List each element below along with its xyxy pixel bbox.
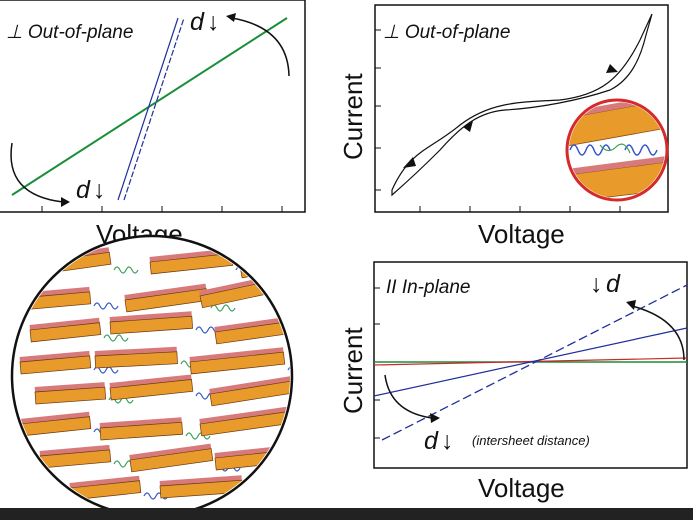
green-line xyxy=(11,17,288,196)
panel-top-right-ticks xyxy=(375,29,621,212)
curved-arrow-top xyxy=(231,17,290,77)
loop-arrow-3 xyxy=(606,64,618,73)
down-arrow-top: ↓ xyxy=(590,270,603,298)
morphology-circle xyxy=(10,234,294,518)
blue-line-1 xyxy=(117,17,179,201)
y-axis-label: Current xyxy=(338,327,368,414)
arrowhead-top xyxy=(226,13,236,22)
x-axis-label: Voltage xyxy=(478,219,565,249)
d-label-top: d xyxy=(190,8,205,36)
d-label-top: d xyxy=(606,270,621,298)
bottom-bar xyxy=(0,508,693,520)
curved-arrow-top xyxy=(631,305,685,361)
curved-arrow-bottom xyxy=(384,374,433,419)
intersheet-note: (intersheet distance) xyxy=(472,433,590,448)
panel-bottom-right-ticks xyxy=(374,287,380,439)
curved-arrow-bottom xyxy=(10,142,64,203)
d-label-bottom: d xyxy=(76,176,91,204)
blue-dashed-line xyxy=(381,284,688,441)
arrowhead-top xyxy=(626,300,636,310)
panel-top-left-ticks xyxy=(41,206,283,212)
panel-title: ⊥ Out-of-plane xyxy=(6,22,133,43)
x-axis-label: Voltage xyxy=(478,473,565,503)
panel-title: ⊥ Out-of-plane xyxy=(383,22,510,43)
panel-title: II In-plane xyxy=(386,277,471,298)
panel-top-right: ⊥ Out-of-plane Current Voltage xyxy=(338,4,669,249)
panel-top-left-frame xyxy=(0,0,306,213)
loop-arrow-2 xyxy=(463,121,473,132)
down-arrow-bottom: ↓ xyxy=(441,427,454,455)
blue-line xyxy=(373,327,688,397)
inset-circle xyxy=(565,98,669,202)
panel-top-left: ⊥ Out-of-plane d ↓ d ↓ Voltage xyxy=(0,0,306,249)
panel-top-right-frame xyxy=(374,4,669,213)
down-arrow-top: ↓ xyxy=(207,8,220,36)
arrowhead-bottom xyxy=(430,413,440,423)
y-axis-label: Current xyxy=(338,73,368,160)
blue-line-2 xyxy=(123,17,185,201)
down-arrow-bottom: ↓ xyxy=(93,176,106,204)
hysteresis-loop xyxy=(391,13,653,197)
panel-bottom-right: II In-plane Current Voltage ↓ d d ↓ (int… xyxy=(338,261,688,503)
d-label-bottom: d xyxy=(424,427,439,455)
loop-arrow-1 xyxy=(403,157,416,168)
arrowhead-bottom xyxy=(61,197,70,207)
